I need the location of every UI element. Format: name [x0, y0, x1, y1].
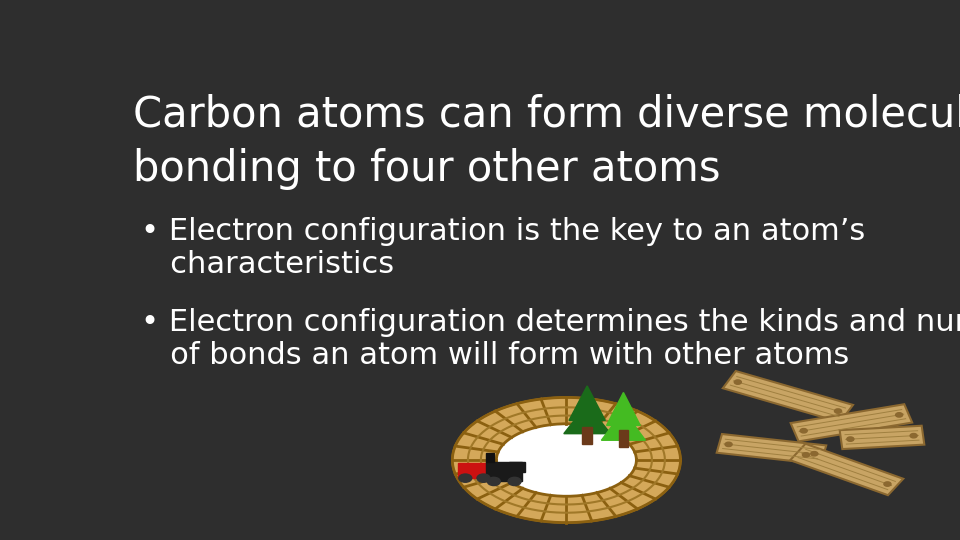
Polygon shape [601, 410, 645, 440]
Circle shape [803, 453, 809, 457]
Text: characteristics: characteristics [141, 250, 394, 279]
Bar [619, 430, 628, 447]
Text: • Electron configuration is the key to an atom’s: • Electron configuration is the key to a… [141, 217, 865, 246]
Circle shape [910, 434, 917, 438]
Circle shape [884, 482, 891, 486]
Polygon shape [791, 404, 912, 441]
Circle shape [811, 451, 818, 456]
Polygon shape [564, 404, 611, 434]
Bar [486, 454, 493, 462]
Circle shape [834, 409, 842, 413]
Polygon shape [607, 393, 640, 426]
Text: of bonds an atom will form with other atoms: of bonds an atom will form with other at… [141, 341, 849, 370]
Bar [486, 462, 522, 482]
Text: • Electron configuration determines the kinds and number: • Electron configuration determines the … [141, 308, 960, 337]
Polygon shape [790, 444, 903, 495]
Circle shape [477, 474, 490, 482]
Bar [458, 463, 492, 478]
Polygon shape [496, 424, 636, 496]
Polygon shape [569, 386, 606, 421]
Polygon shape [840, 426, 924, 449]
Bar [583, 427, 591, 443]
Circle shape [459, 474, 471, 482]
Circle shape [508, 477, 521, 485]
Circle shape [725, 442, 732, 447]
Circle shape [896, 413, 902, 417]
Text: Carbon atoms can form diverse molecules by: Carbon atoms can form diverse molecules … [133, 94, 960, 136]
Polygon shape [723, 371, 853, 422]
Circle shape [734, 380, 741, 384]
Circle shape [488, 477, 500, 485]
Polygon shape [717, 434, 827, 464]
Circle shape [847, 437, 853, 441]
Bar [510, 462, 525, 471]
Text: bonding to four other atoms: bonding to four other atoms [133, 148, 721, 190]
PathPatch shape [452, 397, 681, 523]
Circle shape [801, 429, 807, 433]
